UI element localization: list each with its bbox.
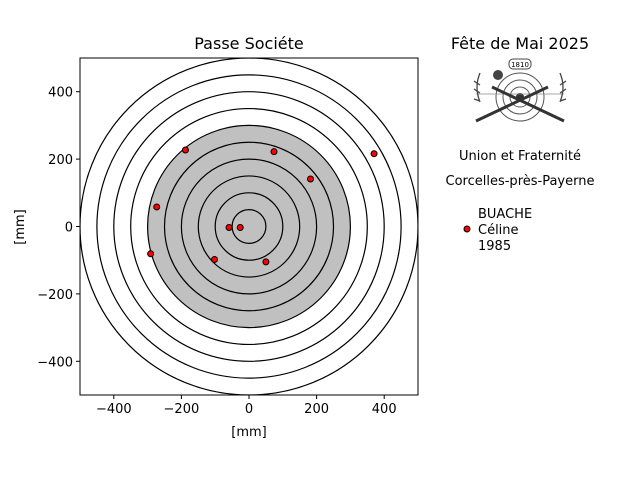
target-ring-400 [113,91,385,362]
shot-point [307,175,315,183]
society-name: Union et Fraternité [459,149,581,164]
target-ring-300 [147,124,352,329]
target-group [80,58,418,395]
target-ring-100 [214,192,284,261]
shot-point [181,146,189,154]
shot-point [211,256,219,264]
x-axis-label: [mm] [231,425,266,440]
target-ring-200 [180,158,318,295]
shot-point [147,250,155,258]
event-title: Fête de Mai 2025 [451,34,589,53]
x-tick-label: 200 [304,402,329,417]
target-ring-250 [163,141,335,312]
shot-point [262,258,270,266]
target-ring-350 [130,107,368,346]
chart-title: Passe Sociéte [194,34,303,53]
legend-line-1: BUACHE [478,207,532,222]
society-location: Corcelles-près-Payerne [446,174,595,189]
shot-point [225,224,233,232]
y-tick-label: 200 [48,153,73,168]
y-tick-label: −400 [37,355,73,370]
plot-area: −400 −200 0 200 400 −400 −200 0 200 400 [37,57,419,417]
society-logo: 1810 [473,58,567,123]
x-tick-label: 400 [372,402,397,417]
y-axis-label: [mm] [13,209,28,244]
legend-marker [463,225,471,233]
shot-point [370,150,378,158]
x-tick-label: 0 [245,402,253,417]
x-tick-label: −200 [164,402,200,417]
x-tick-label: −400 [96,402,132,417]
target-black [147,125,351,328]
legend: BUACHE Céline 1985 [463,207,532,254]
y-tick-label: 0 [65,221,73,236]
legend-line-3: 1985 [478,239,511,254]
shot-point [270,148,278,156]
target-ring-450 [96,74,402,379]
shot-point [153,203,161,211]
y-tick-label: 400 [48,86,73,101]
y-tick-label: −200 [37,288,73,303]
shot-point [236,224,244,232]
target-ring-150 [197,175,301,278]
legend-line-2: Céline [478,223,519,238]
logo-year: 1810 [511,61,529,69]
